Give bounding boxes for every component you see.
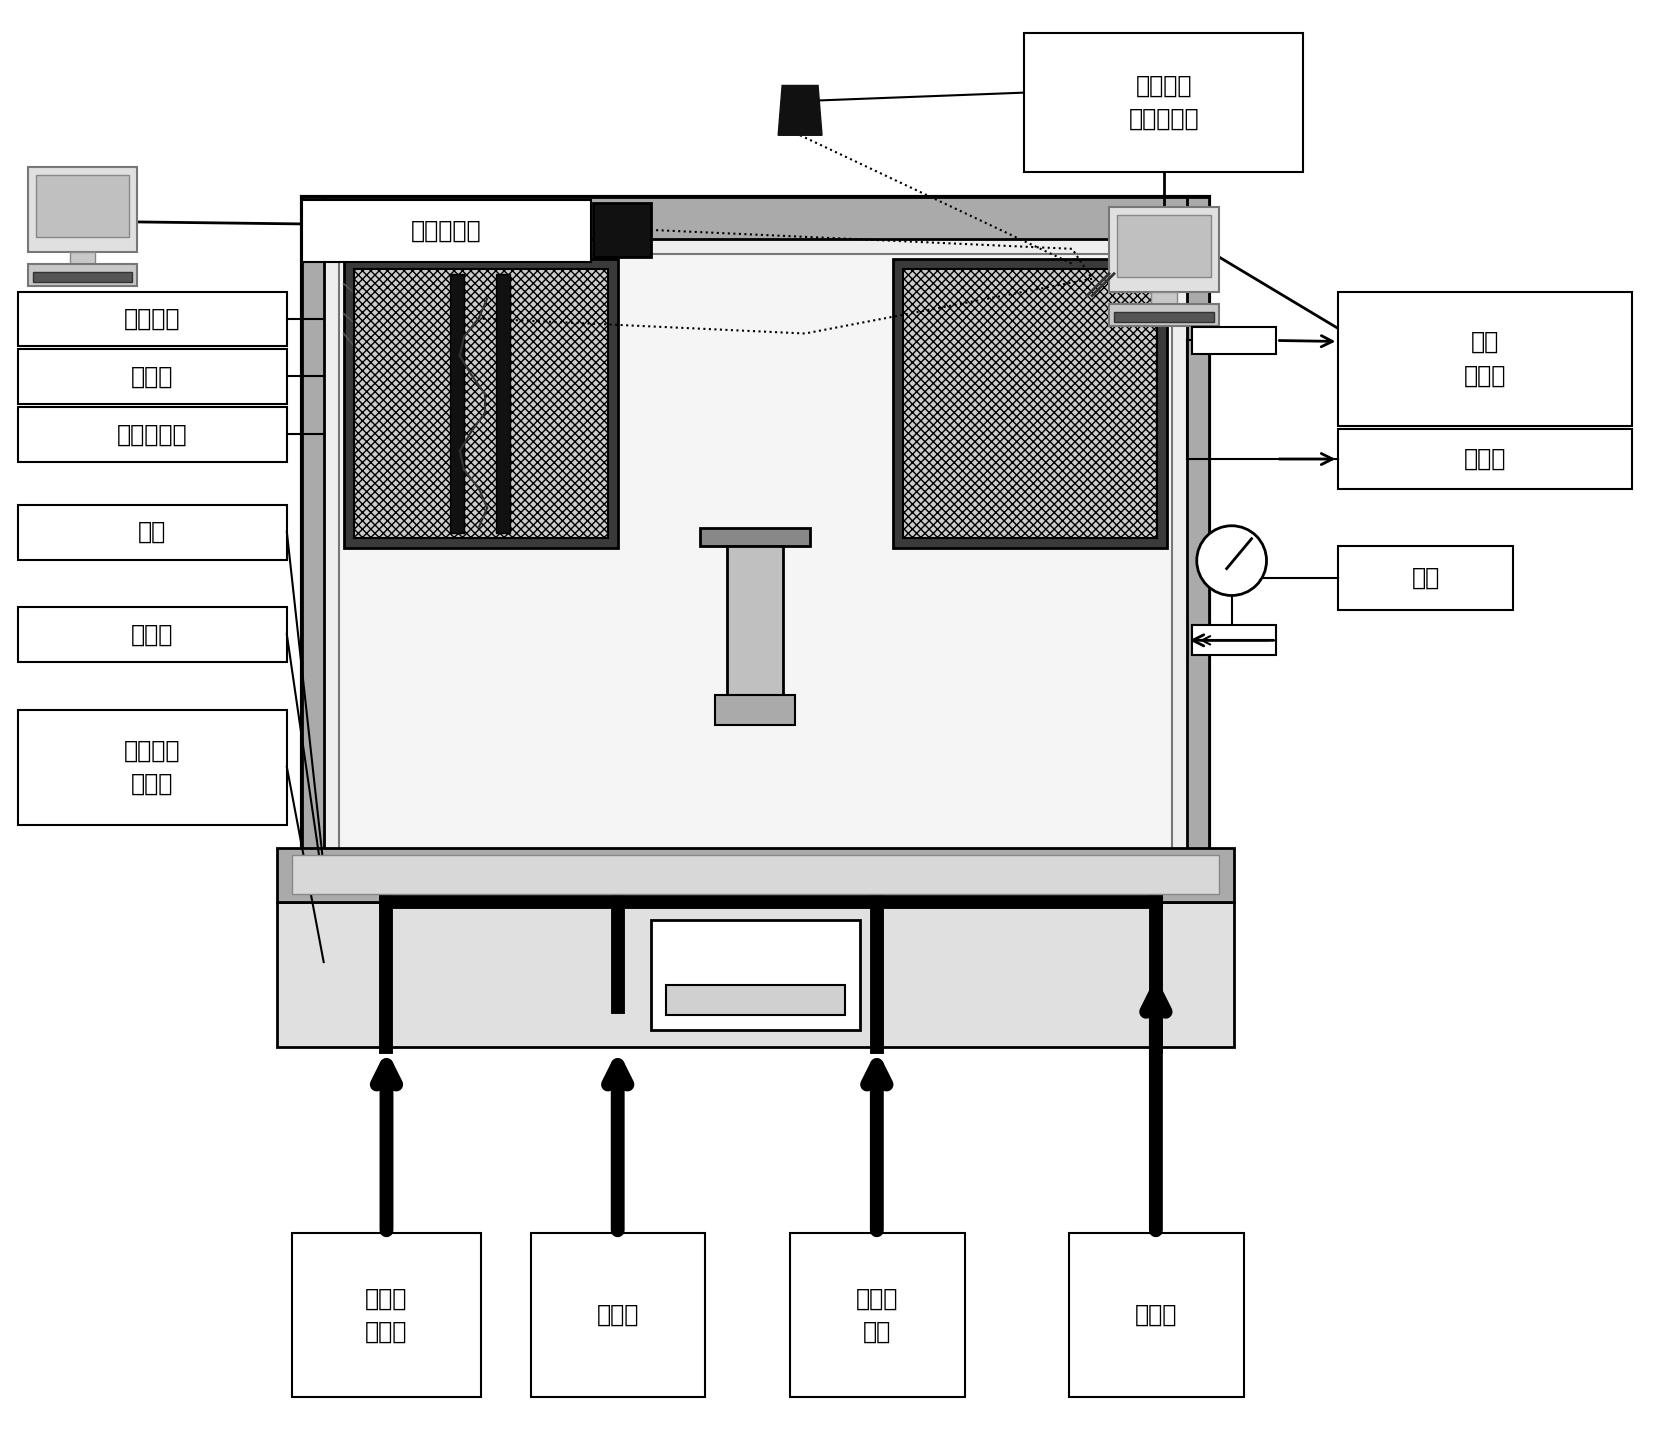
Bar: [301, 197, 324, 979]
Text: 真空泵: 真空泵: [1135, 1304, 1178, 1327]
Bar: [18, 608, 286, 663]
Bar: [18, 710, 286, 825]
Text: 热电偶: 热电偶: [131, 365, 174, 389]
Circle shape: [1197, 526, 1267, 596]
Bar: [276, 848, 1234, 902]
Text: 引燃用
电源: 引燃用 电源: [857, 1286, 898, 1344]
Polygon shape: [777, 86, 822, 135]
Bar: [1110, 303, 1219, 326]
Bar: [1338, 429, 1632, 489]
Bar: [354, 268, 607, 538]
Text: 高速摄像机: 高速摄像机: [410, 219, 481, 244]
Bar: [700, 528, 810, 545]
Text: 转盘: 转盘: [139, 521, 167, 544]
Bar: [18, 505, 286, 560]
Bar: [531, 1232, 705, 1398]
Bar: [301, 937, 1209, 979]
Text: 数据采
集系统: 数据采 集系统: [366, 1286, 407, 1344]
Bar: [18, 407, 286, 463]
Bar: [276, 902, 1234, 1047]
Bar: [1068, 1232, 1244, 1398]
Bar: [33, 271, 132, 281]
Bar: [1193, 326, 1277, 354]
Bar: [650, 921, 860, 1030]
Bar: [903, 268, 1156, 538]
Text: 电动机: 电动机: [597, 1304, 640, 1327]
Bar: [728, 545, 782, 705]
Bar: [18, 291, 286, 347]
Bar: [291, 856, 1219, 895]
Bar: [1116, 215, 1211, 277]
Bar: [339, 254, 1171, 922]
Bar: [496, 274, 509, 532]
Text: 驱动轴: 驱动轴: [131, 624, 174, 647]
Bar: [1115, 312, 1214, 322]
Bar: [716, 695, 796, 725]
Bar: [1110, 207, 1219, 291]
Bar: [1151, 291, 1178, 303]
Bar: [291, 1232, 481, 1398]
Bar: [301, 197, 1209, 979]
Bar: [592, 203, 650, 257]
Bar: [18, 349, 286, 405]
Text: 安全
控制阀: 安全 控制阀: [1464, 331, 1507, 387]
Bar: [791, 1232, 964, 1398]
Text: 气体: 气体: [1411, 566, 1439, 590]
Bar: [665, 985, 845, 1015]
Bar: [69, 252, 96, 264]
Text: 双色光学
高温测量计: 双色光学 高温测量计: [1128, 74, 1199, 130]
Bar: [28, 167, 137, 252]
Bar: [1338, 291, 1632, 426]
Text: 动态电流
馈通器: 动态电流 馈通器: [124, 738, 180, 796]
Bar: [1024, 33, 1303, 173]
Bar: [1193, 625, 1277, 655]
Bar: [36, 175, 129, 236]
Bar: [893, 258, 1166, 548]
Bar: [344, 258, 617, 548]
Text: 排气口: 排气口: [1464, 447, 1507, 471]
Bar: [1188, 197, 1209, 979]
Bar: [301, 197, 1209, 239]
Bar: [1338, 545, 1513, 610]
Bar: [324, 239, 1188, 937]
Text: 观察窗口: 观察窗口: [124, 307, 180, 331]
Bar: [450, 274, 465, 532]
Bar: [301, 200, 590, 262]
Text: 引燃用钨丝: 引燃用钨丝: [117, 422, 187, 447]
Bar: [28, 264, 137, 286]
